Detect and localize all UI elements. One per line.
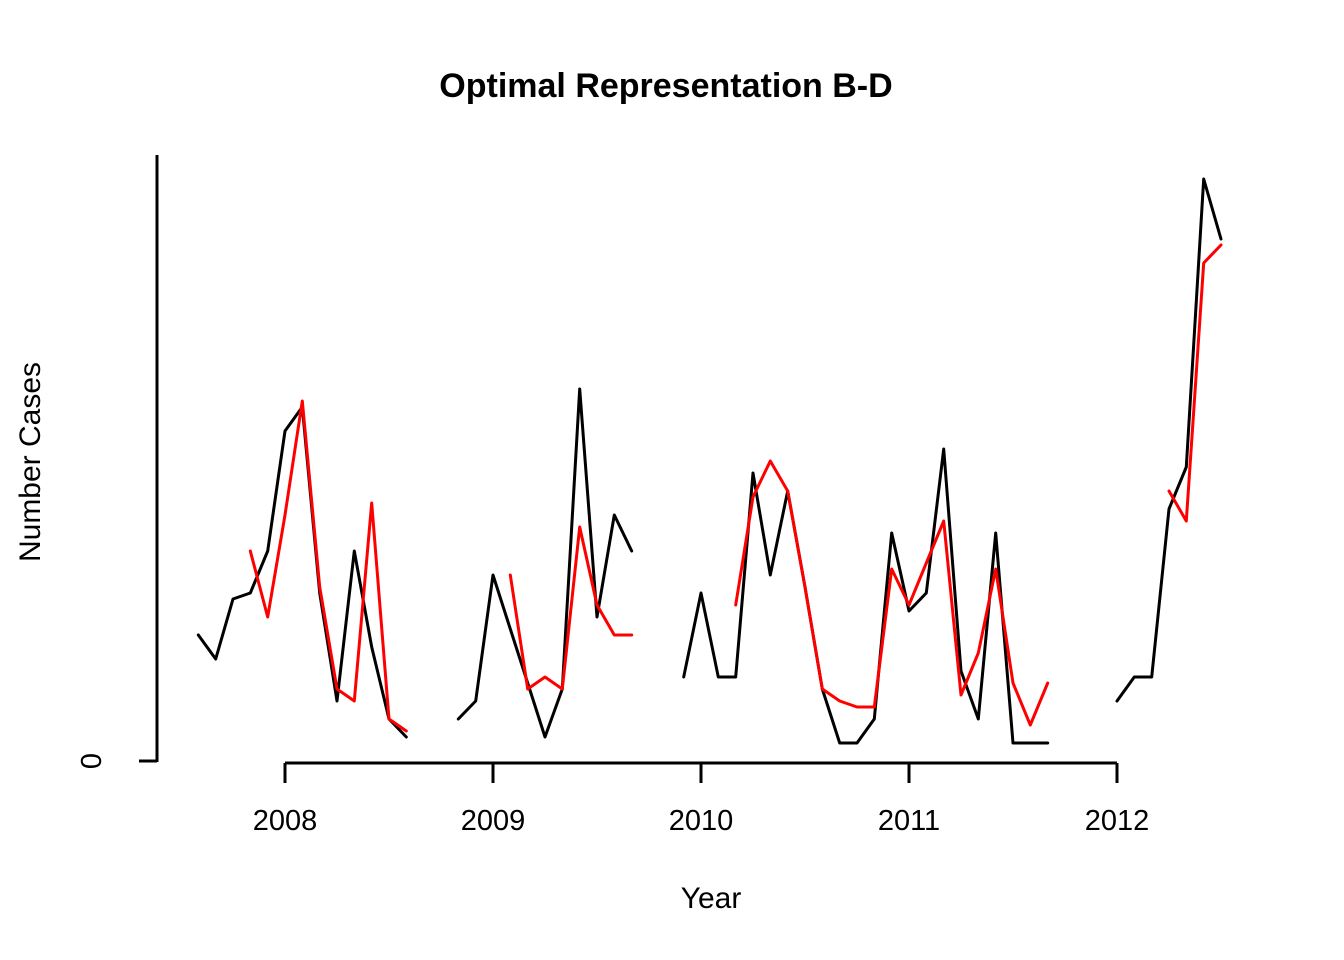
y-tick-label-0: 0	[76, 753, 108, 769]
black-series-segment-4	[1115, 177, 1223, 703]
x-tick-label-2012: 2012	[1085, 805, 1150, 837]
red-series-segment-1	[248, 399, 408, 733]
x-tick-label-2008: 2008	[253, 805, 318, 837]
red-series-segment-4	[1167, 243, 1223, 523]
black-series-segment-3	[682, 447, 1050, 745]
black-series-segment-1	[196, 405, 408, 739]
red-series-segment-3	[734, 459, 1050, 727]
y-axis-label: Number Cases	[14, 362, 47, 562]
red-series-segment-2	[508, 525, 634, 691]
x-axis-label: Year	[681, 882, 742, 915]
x-tick-label-2010: 2010	[669, 805, 734, 837]
x-tick-label-2009: 2009	[461, 805, 526, 837]
black-series-segment-2	[456, 387, 634, 739]
series-lines	[196, 177, 1223, 745]
axes	[139, 155, 1119, 783]
x-tick-labels: 2008 2009 2010 2011 2012	[253, 805, 1150, 837]
x-tick-label-2011: 2011	[878, 805, 940, 837]
chart-title: Optimal Representation B-D	[439, 67, 892, 105]
